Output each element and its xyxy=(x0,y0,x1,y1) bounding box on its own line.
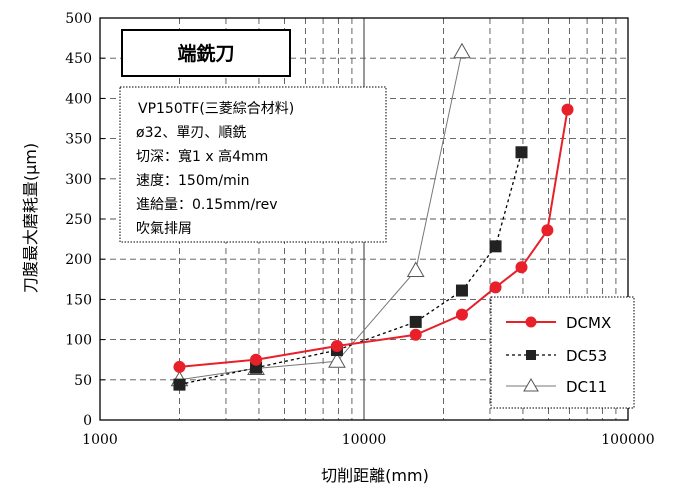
legend-marker-dc53 xyxy=(526,350,536,360)
data-point-dcmx xyxy=(455,308,468,321)
data-point-dc53 xyxy=(455,284,468,297)
y-tick-label: 50 xyxy=(74,373,92,389)
data-point-dcmx xyxy=(541,224,554,237)
y-tick-label: 200 xyxy=(65,252,92,268)
data-point-dcmx xyxy=(515,261,528,274)
data-point-dc53 xyxy=(515,146,528,159)
legend: DCMX DC53 DC11 xyxy=(490,296,635,409)
legend-label-dcmx: DCMX xyxy=(566,314,611,332)
legend-marker-dcmx xyxy=(525,316,537,328)
y-tick-label: 250 xyxy=(65,212,92,228)
series-layer xyxy=(170,42,574,391)
x-tick-label: 10000 xyxy=(342,432,387,448)
y-tick-label: 350 xyxy=(65,132,92,148)
info-line: ø32、單刃、順銑 xyxy=(136,124,246,141)
info-line: VP150TF(三菱綜合材料) xyxy=(138,101,294,117)
data-point-dc11 xyxy=(328,352,346,368)
data-point-dc11 xyxy=(453,42,471,59)
data-point-dcmx xyxy=(250,353,263,366)
data-point-dcmx xyxy=(409,328,422,341)
y-tick-label: 450 xyxy=(65,51,92,67)
info-line: 速度：150m/min xyxy=(136,173,249,189)
axes: 0 50 100 150 200 250 300 350 400 450 500 1000 10000 1… xyxy=(65,11,654,448)
info-box: VP150TF(三菱綜合材料) ø32、單刃、順銑 切深：寬1 x 高4mm 速… xyxy=(119,86,387,243)
data-point-dc11 xyxy=(406,261,425,277)
legend-label-dc11: DC11 xyxy=(566,378,607,396)
title-box-text: 端銑刀 xyxy=(177,42,234,65)
legend-marker-dc11 xyxy=(523,378,539,392)
data-point-dcmx xyxy=(561,103,574,116)
x-axis-title: 切削距離(mm) xyxy=(321,466,429,485)
y-tick-label: 0 xyxy=(83,413,92,429)
info-line: 切深：寬1 x 高4mm xyxy=(136,148,268,165)
data-point-dcmx xyxy=(489,281,502,294)
data-point-dc53 xyxy=(409,315,422,328)
data-point-dcmx xyxy=(173,360,186,373)
legend-label-dc53: DC53 xyxy=(566,347,607,365)
info-line: 進給量：0.15mm/rev xyxy=(136,197,278,213)
data-point-dc53 xyxy=(173,378,186,391)
x-tick-label: 1000 xyxy=(82,432,118,448)
data-point-dc53 xyxy=(489,240,502,253)
y-tick-label: 400 xyxy=(65,91,92,107)
x-tick-label: 100000 xyxy=(601,432,654,448)
title-box: 端銑刀 xyxy=(121,29,291,77)
y-tick-label: 100 xyxy=(65,333,92,349)
data-point-dcmx xyxy=(330,340,343,353)
info-line: 吹氣排屑 xyxy=(136,221,192,237)
y-tick-label: 500 xyxy=(65,11,92,27)
y-axis-title: 刀腹最大磨耗量(μm) xyxy=(21,143,40,293)
y-tick-label: 300 xyxy=(65,172,92,188)
y-tick-label: 150 xyxy=(65,292,92,308)
